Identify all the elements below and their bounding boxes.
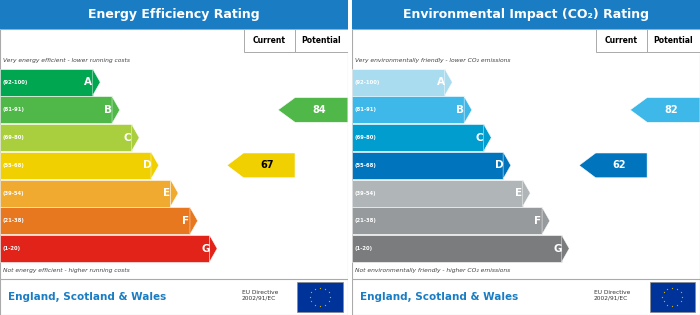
FancyBboxPatch shape (0, 0, 348, 29)
Polygon shape (151, 152, 159, 179)
FancyBboxPatch shape (0, 180, 171, 207)
FancyBboxPatch shape (298, 282, 343, 312)
FancyBboxPatch shape (352, 96, 464, 123)
Text: B: B (456, 105, 464, 115)
FancyBboxPatch shape (352, 0, 700, 29)
FancyBboxPatch shape (352, 207, 542, 234)
Text: (81-91): (81-91) (2, 107, 25, 112)
FancyBboxPatch shape (0, 69, 92, 96)
Text: Potential: Potential (302, 36, 342, 45)
Polygon shape (523, 180, 530, 207)
Text: (1-20): (1-20) (354, 246, 372, 251)
Text: 84: 84 (312, 105, 326, 115)
Text: Current: Current (605, 36, 638, 45)
Polygon shape (227, 153, 295, 178)
FancyBboxPatch shape (295, 29, 348, 52)
Polygon shape (503, 152, 511, 179)
Text: Very environmentally friendly - lower CO₂ emissions: Very environmentally friendly - lower CO… (355, 58, 510, 63)
Text: Potential: Potential (654, 36, 694, 45)
FancyBboxPatch shape (647, 29, 700, 52)
Text: (1-20): (1-20) (2, 246, 20, 251)
Text: Not energy efficient - higher running costs: Not energy efficient - higher running co… (3, 268, 130, 273)
Text: G: G (553, 243, 561, 254)
Text: C: C (475, 133, 483, 143)
Text: G: G (201, 243, 209, 254)
FancyBboxPatch shape (0, 29, 348, 315)
FancyBboxPatch shape (0, 96, 112, 123)
Text: Very energy efficient - lower running costs: Very energy efficient - lower running co… (3, 58, 130, 63)
Polygon shape (92, 69, 100, 96)
Text: (69-80): (69-80) (354, 135, 377, 140)
Text: England, Scotland & Wales: England, Scotland & Wales (8, 292, 166, 302)
Text: (21-38): (21-38) (2, 218, 25, 223)
FancyBboxPatch shape (0, 124, 132, 151)
FancyBboxPatch shape (352, 152, 503, 179)
FancyBboxPatch shape (352, 235, 561, 262)
Text: (39-54): (39-54) (354, 191, 376, 196)
Text: (55-68): (55-68) (2, 163, 25, 168)
Polygon shape (579, 153, 647, 178)
Polygon shape (112, 96, 120, 123)
FancyBboxPatch shape (244, 29, 295, 52)
Text: Not environmentally friendly - higher CO₂ emissions: Not environmentally friendly - higher CO… (355, 268, 510, 273)
FancyBboxPatch shape (650, 282, 695, 312)
Text: D: D (143, 160, 151, 170)
Polygon shape (278, 98, 348, 122)
Text: EU Directive
2002/91/EC: EU Directive 2002/91/EC (594, 290, 630, 301)
Text: F: F (534, 216, 541, 226)
Polygon shape (561, 235, 569, 262)
Polygon shape (484, 124, 491, 151)
Polygon shape (132, 124, 139, 151)
FancyBboxPatch shape (352, 69, 444, 96)
Text: England, Scotland & Wales: England, Scotland & Wales (360, 292, 518, 302)
FancyBboxPatch shape (0, 152, 151, 179)
Text: C: C (123, 133, 131, 143)
Polygon shape (171, 180, 178, 207)
FancyBboxPatch shape (0, 207, 190, 234)
Polygon shape (444, 69, 452, 96)
Text: Environmental Impact (CO₂) Rating: Environmental Impact (CO₂) Rating (403, 8, 649, 21)
Text: 82: 82 (664, 105, 678, 115)
Text: (21-38): (21-38) (354, 218, 377, 223)
Text: (81-91): (81-91) (354, 107, 377, 112)
Text: EU Directive
2002/91/EC: EU Directive 2002/91/EC (241, 290, 278, 301)
Text: E: E (162, 188, 170, 198)
Polygon shape (464, 96, 472, 123)
Text: Energy Efficiency Rating: Energy Efficiency Rating (88, 8, 260, 21)
Text: D: D (495, 160, 503, 170)
Text: A: A (85, 77, 92, 87)
Polygon shape (542, 207, 550, 234)
FancyBboxPatch shape (352, 279, 700, 315)
FancyBboxPatch shape (596, 29, 647, 52)
Text: A: A (437, 77, 444, 87)
FancyBboxPatch shape (0, 279, 348, 315)
Text: (92-100): (92-100) (2, 80, 28, 85)
Text: 62: 62 (612, 160, 626, 170)
Polygon shape (209, 235, 217, 262)
FancyBboxPatch shape (0, 235, 209, 262)
Text: (39-54): (39-54) (2, 191, 24, 196)
Polygon shape (630, 98, 700, 122)
FancyBboxPatch shape (352, 124, 484, 151)
Text: F: F (182, 216, 189, 226)
Text: (69-80): (69-80) (2, 135, 25, 140)
Text: Current: Current (253, 36, 286, 45)
FancyBboxPatch shape (352, 29, 700, 315)
Polygon shape (190, 207, 197, 234)
Text: B: B (104, 105, 112, 115)
Text: (92-100): (92-100) (354, 80, 380, 85)
Text: (55-68): (55-68) (354, 163, 377, 168)
FancyBboxPatch shape (352, 180, 523, 207)
Text: 67: 67 (260, 160, 274, 170)
Text: E: E (514, 188, 522, 198)
